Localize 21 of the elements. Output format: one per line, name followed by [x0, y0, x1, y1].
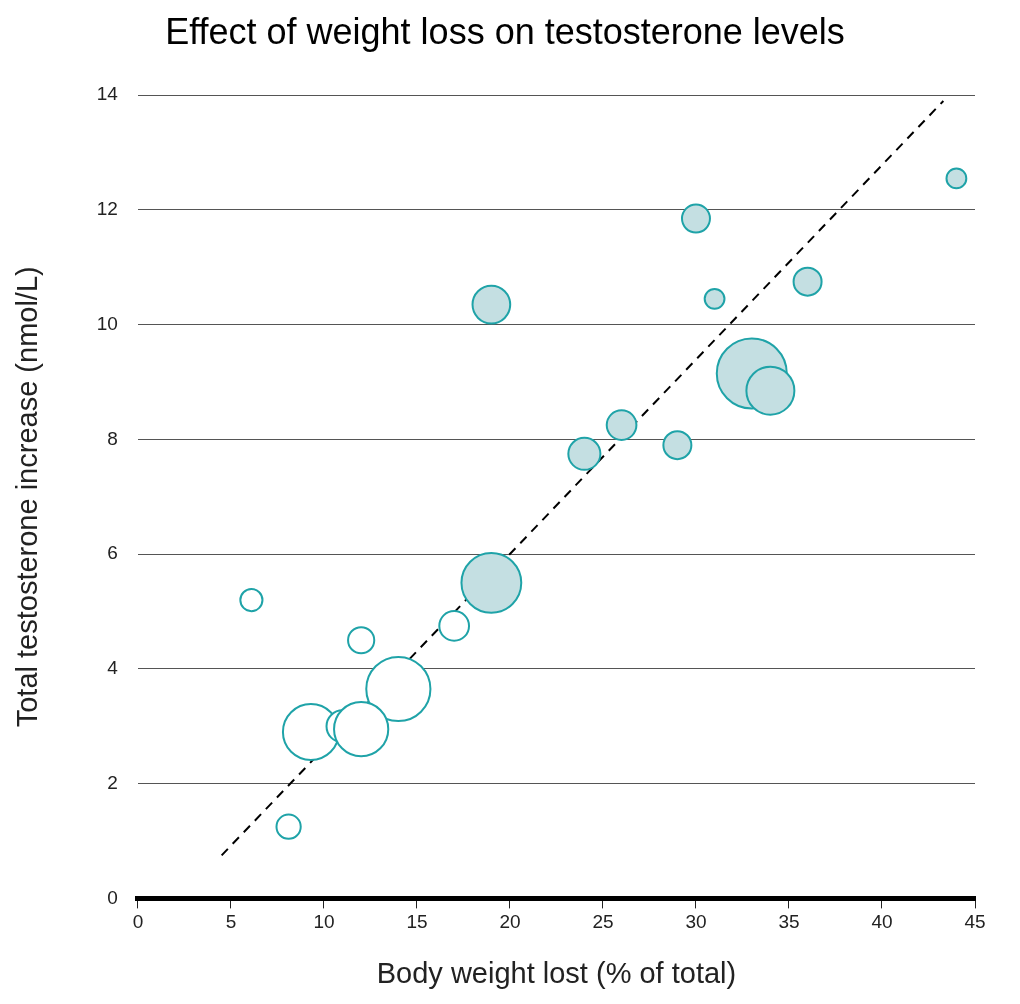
x-tick-label: 45 — [964, 911, 986, 933]
x-tick-label: 25 — [592, 911, 614, 933]
x-axis-title: Body weight lost (% of total) — [376, 956, 737, 989]
y-tick-label: 10 — [96, 312, 118, 334]
y-tick-label: 4 — [107, 657, 119, 679]
x-tick-label: 40 — [871, 911, 893, 933]
x-tick-label: 10 — [313, 911, 335, 933]
y-axis-title: Total testosterone increase (nmol/L) — [11, 266, 44, 728]
x-tick-label: 15 — [406, 911, 428, 933]
y-tick-label: 0 — [107, 886, 118, 908]
x-tick-label: 0 — [132, 911, 144, 933]
y-tick-label: 6 — [107, 542, 118, 564]
x-tick-label: 30 — [685, 911, 707, 933]
x-tick-label: 35 — [778, 911, 800, 933]
chart-title: Effect of weight loss on testosterone levels — [165, 10, 845, 52]
y-tick-label: 14 — [96, 83, 119, 105]
x-tick-label: 5 — [225, 911, 237, 933]
x-tick-label: 20 — [499, 911, 521, 933]
y-tick-label: 2 — [107, 771, 118, 793]
y-tick-label: 8 — [107, 427, 118, 449]
y-tick-label: 12 — [96, 198, 118, 220]
